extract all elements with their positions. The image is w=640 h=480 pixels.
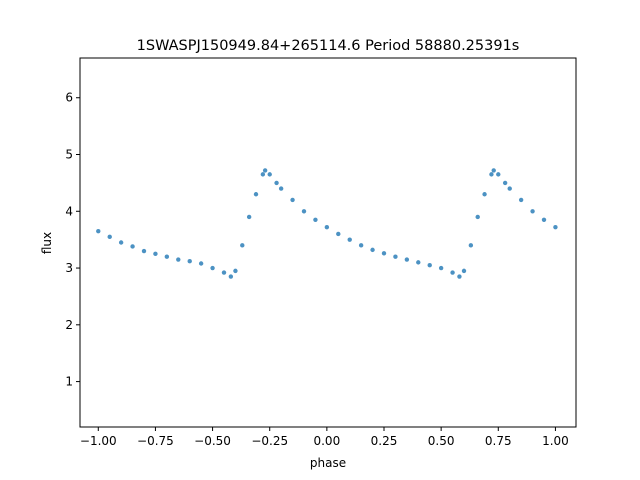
x-tick-label: −1.00 — [80, 434, 117, 448]
data-point — [118, 240, 124, 245]
data-point — [107, 234, 112, 240]
data-point — [482, 192, 487, 197]
data-point — [253, 192, 259, 197]
data-point — [262, 168, 268, 173]
x-tick-label: 0.75 — [485, 434, 512, 448]
data-point — [541, 217, 547, 222]
data-point — [274, 180, 279, 186]
data-point — [450, 270, 455, 275]
x-tick-label: −0.75 — [137, 434, 174, 448]
data-point — [240, 243, 245, 248]
data-point — [502, 180, 508, 186]
data-point — [198, 261, 204, 266]
y-tick-label: 6 — [65, 91, 73, 105]
x-tick-label: 0.00 — [313, 434, 340, 448]
data-point — [381, 251, 387, 256]
data-point — [267, 172, 272, 177]
x-tick-label: 0.25 — [371, 434, 398, 448]
data-point — [461, 268, 467, 274]
data-point — [141, 248, 147, 254]
data-point — [176, 257, 181, 262]
data-point — [246, 214, 252, 220]
y-tick-label: 1 — [65, 375, 73, 389]
plot-frame — [79, 57, 577, 428]
y-axis-label: flux — [40, 232, 54, 254]
data-point — [153, 251, 158, 257]
y-axis-ticks: 1 2 3 4 5 6 — [65, 91, 80, 389]
x-tick-label: −0.50 — [194, 434, 231, 448]
data-point — [336, 231, 341, 237]
y-tick-label: 3 — [65, 261, 73, 275]
x-tick-label: −0.25 — [251, 434, 288, 448]
x-tick-label: 1.00 — [542, 434, 569, 448]
data-point — [468, 243, 474, 248]
data-point — [496, 172, 501, 177]
data-point — [370, 247, 375, 253]
y-tick-label: 5 — [65, 148, 73, 162]
data-point — [278, 186, 284, 191]
data-point — [393, 254, 398, 259]
chart-title: 1SWASPJ150949.84+265114.6 Period 58880.2… — [137, 38, 520, 54]
data-points — [96, 168, 558, 279]
data-point — [301, 209, 307, 214]
data-point — [324, 224, 330, 230]
data-point — [233, 268, 238, 274]
x-axis-label: phase — [310, 456, 346, 470]
data-point — [553, 224, 558, 230]
data-point — [187, 259, 192, 264]
data-point — [358, 243, 364, 248]
data-point — [530, 209, 535, 214]
x-axis-ticks: −1.00 −0.75 −0.50 −0.25 0.00 0.25 0.50 0.75 1.00 — [80, 427, 569, 448]
data-point — [96, 228, 101, 234]
y-tick-label: 4 — [65, 204, 73, 218]
data-point — [290, 197, 295, 203]
data-point — [518, 197, 524, 203]
data-point — [221, 270, 227, 275]
data-point — [507, 186, 512, 191]
data-point — [210, 265, 215, 271]
data-point — [347, 237, 352, 242]
data-point — [164, 254, 170, 259]
data-point — [438, 265, 444, 271]
data-point — [457, 274, 462, 279]
data-point — [416, 260, 421, 265]
y-tick-label: 2 — [65, 318, 73, 332]
data-point — [313, 217, 318, 222]
data-point — [260, 172, 266, 177]
x-tick-label: 0.50 — [428, 434, 455, 448]
data-point — [404, 257, 410, 262]
data-point — [491, 168, 496, 173]
data-point — [427, 263, 432, 268]
data-point — [489, 172, 494, 177]
data-point — [475, 214, 480, 220]
data-point — [130, 244, 135, 249]
data-point — [228, 274, 234, 279]
